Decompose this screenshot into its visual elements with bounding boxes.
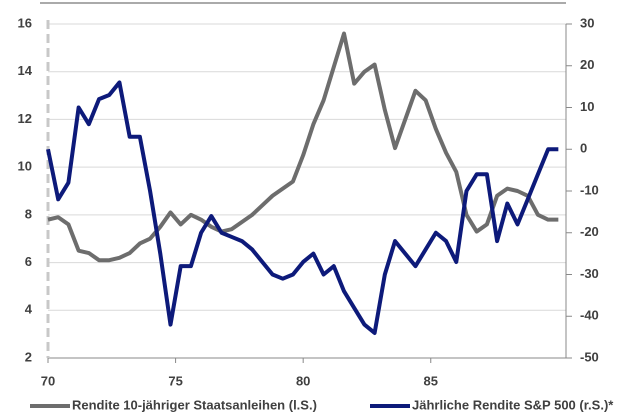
- y-tick-label: 4: [25, 302, 33, 317]
- y-tick-label: 8: [25, 206, 32, 221]
- y-tick-label: 2: [25, 349, 32, 364]
- y2-tick-label: -30: [580, 266, 599, 281]
- y2-tick-label: 30: [580, 15, 594, 30]
- series-line: [47, 31, 559, 263]
- y2-tick-label: -40: [580, 308, 599, 323]
- y-tick-label: 14: [18, 63, 33, 78]
- y2-tick-label: -20: [580, 224, 599, 239]
- x-tick-label: 75: [168, 373, 182, 388]
- x-tick-label: 85: [424, 373, 438, 388]
- x-tick-label: 80: [296, 373, 310, 388]
- x-tick-label: 70: [41, 373, 55, 388]
- y2-tick-label: 0: [580, 141, 587, 156]
- y-tick-label: 12: [18, 111, 32, 126]
- series-line: [46, 80, 559, 335]
- legend-label: Jährliche Rendite S&P 500 (r.S.)*: [412, 397, 614, 412]
- legend-label: Rendite 10-jähriger Staatsanleihen (l.S.…: [72, 397, 317, 412]
- y-tick-label: 10: [18, 159, 32, 174]
- legend: Rendite 10-jähriger Staatsanleihen (l.S.…: [30, 397, 614, 412]
- y2-tick-label: -50: [580, 349, 599, 364]
- y-tick-label: 16: [18, 15, 32, 30]
- y2-tick-label: 20: [580, 57, 594, 72]
- y-tick-label: 6: [25, 254, 32, 269]
- y2-tick-label: -10: [580, 182, 599, 197]
- y2-tick-label: 10: [580, 99, 594, 114]
